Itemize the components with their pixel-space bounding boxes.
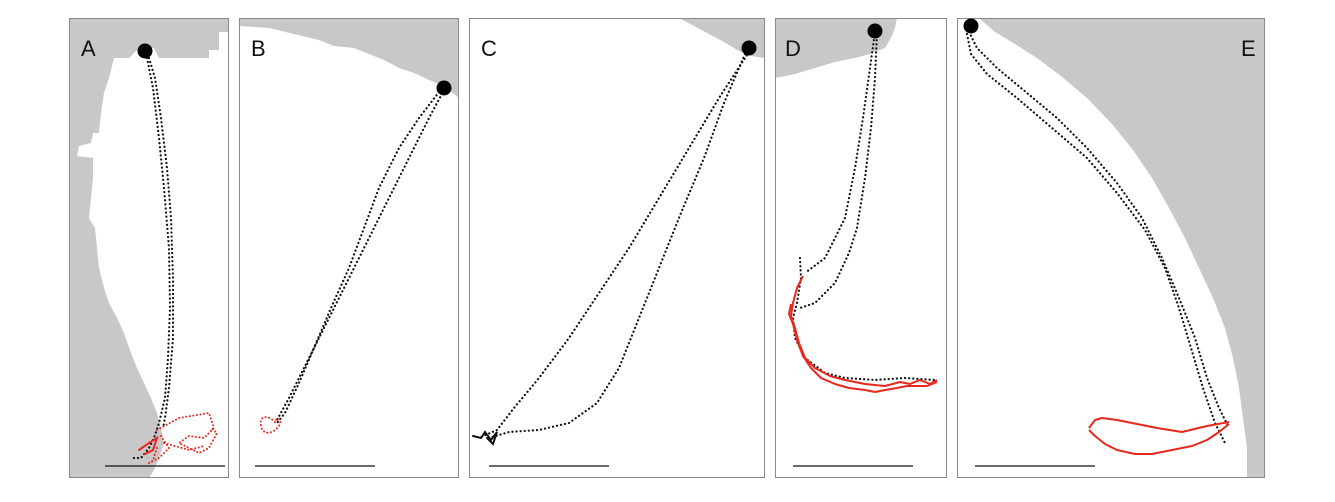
panel-b: B xyxy=(239,18,459,478)
return-track xyxy=(131,56,172,460)
return-track xyxy=(487,52,747,440)
panel-label: E xyxy=(1241,36,1256,61)
panel-frame xyxy=(469,18,765,478)
colony-marker xyxy=(963,18,979,34)
foraging-track xyxy=(1088,417,1230,455)
panel-frame xyxy=(775,18,947,478)
panel-e: E xyxy=(957,18,1265,478)
outbound-track xyxy=(147,56,175,430)
panel-frame xyxy=(239,18,459,478)
panel-frame xyxy=(69,18,229,478)
panel-d: D xyxy=(775,18,947,478)
outbound-track xyxy=(803,30,877,275)
return-track xyxy=(965,32,1227,445)
outbound-track xyxy=(477,50,751,440)
foraging-track-solid xyxy=(138,435,159,455)
outbound-track xyxy=(967,30,1231,430)
landmass xyxy=(979,18,1265,478)
panel-frame xyxy=(957,18,1265,478)
outbound-track xyxy=(275,88,446,422)
colony-marker xyxy=(867,23,883,39)
panel-c: C xyxy=(469,18,765,478)
foraging-cluster xyxy=(472,430,498,446)
panel-label: D xyxy=(785,36,801,61)
return-track xyxy=(275,90,441,425)
colony-marker xyxy=(137,43,153,59)
foraging-track xyxy=(148,411,219,464)
colony-marker xyxy=(741,40,757,56)
panel-label: C xyxy=(481,36,497,61)
landmass xyxy=(775,18,897,78)
foraging-track xyxy=(788,275,938,393)
panel-label: A xyxy=(81,36,96,61)
landmass xyxy=(69,18,229,478)
foraging-track xyxy=(259,416,282,434)
landmass xyxy=(239,18,459,98)
return-track xyxy=(798,30,879,310)
colony-marker xyxy=(436,80,452,96)
panel-a: A xyxy=(69,18,229,478)
panel-label: B xyxy=(251,36,266,61)
